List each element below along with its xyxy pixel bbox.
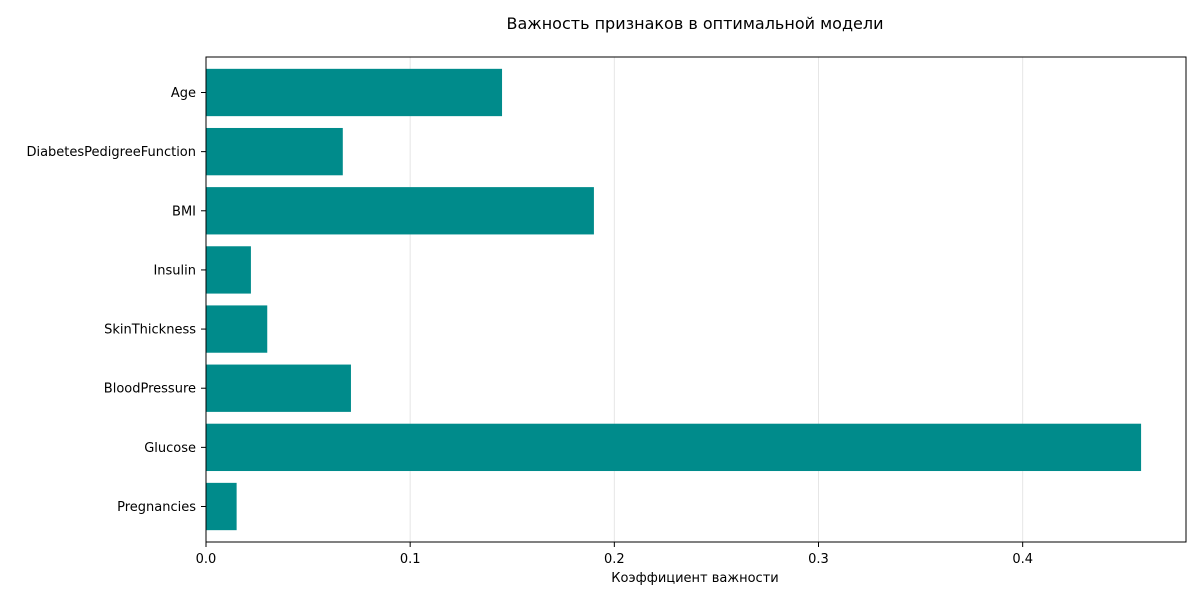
x-axis-ticks: 0.0 0.1 0.2 0.3 0.4	[196, 542, 1033, 567]
x-tick-label: 0.4	[1012, 552, 1033, 567]
y-tick-label: Insulin	[153, 263, 196, 278]
bar-pregnancies	[206, 482, 237, 531]
bar-bloodpressure	[206, 364, 351, 412]
bar-skinthickness	[206, 305, 268, 353]
y-tick-label: Glucose	[144, 441, 196, 456]
plot-frame	[205, 56, 1187, 543]
bars-layer	[206, 68, 1142, 531]
bar-insulin	[206, 246, 251, 294]
y-tick-label: Age	[171, 86, 196, 101]
y-tick-label: Pregnancies	[117, 500, 196, 515]
x-tick-label: 0.3	[808, 552, 829, 567]
y-axis-ticks: Pregnancies Glucose BloodPressure SkinThick…	[26, 86, 206, 515]
chart-title: Важность признаков в оптимальной модели	[507, 14, 884, 33]
y-tick-label: SkinThickness	[104, 323, 196, 338]
x-tick-label: 0.0	[196, 552, 217, 567]
bar-glucose	[206, 423, 1142, 472]
bar-diabetespedigreefunction	[206, 127, 343, 176]
y-tick-label: BMI	[172, 204, 196, 219]
bar-age	[206, 68, 503, 117]
y-tick-label: BloodPressure	[104, 382, 196, 397]
bar-bmi	[206, 187, 594, 235]
x-tick-label: 0.2	[604, 552, 625, 567]
x-axis-title: Коэффициент важности	[611, 571, 778, 586]
y-tick-label: DiabetesPedigreeFunction	[26, 145, 196, 160]
x-tick-label: 0.1	[400, 552, 421, 567]
